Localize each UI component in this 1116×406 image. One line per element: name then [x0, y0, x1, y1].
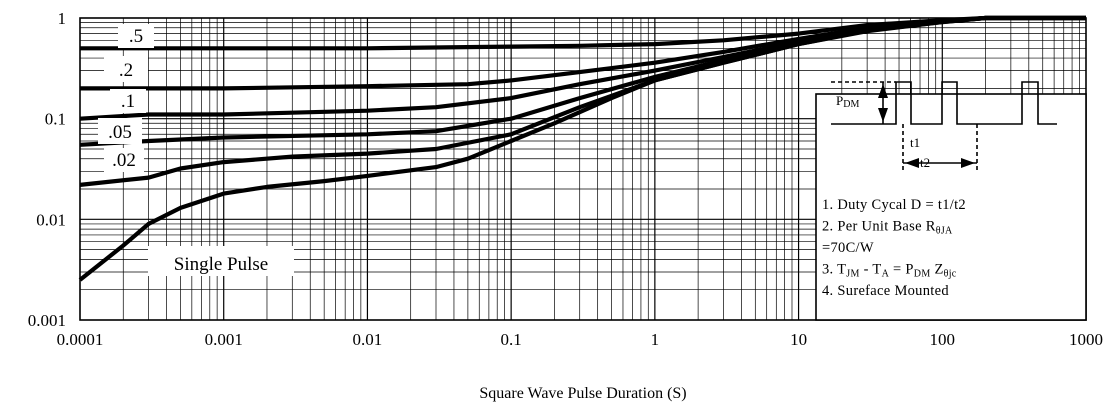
series-label-background [104, 148, 144, 172]
series-label: Single Pulse [174, 254, 268, 275]
inset-frame [815, 93, 1087, 321]
series-line [78, 15, 1086, 282]
pdm-label: PDM [836, 93, 859, 110]
series-label: .1 [121, 91, 135, 112]
series-label-background [110, 89, 146, 113]
x-tick-label: 100 [930, 330, 956, 349]
series-label: .05 [108, 122, 132, 143]
x-tick-label: 0.01 [353, 330, 383, 349]
t1-label: t1 [910, 135, 920, 150]
inset-note: 4. Sureface Mounted [822, 283, 949, 299]
x-tick-label: 0.0001 [57, 330, 104, 349]
inset-note: 1. Duty Cycal D = t1/t2 [822, 197, 966, 213]
y-tick-label: 1 [58, 9, 67, 28]
inset-box: PDM t1 t2 1. Duty Cycal D = t1/t2 2. Per … [815, 81, 1087, 321]
inset-note: =70C/W [822, 240, 874, 256]
series-label-background [104, 56, 148, 82]
series-label: .02 [112, 150, 136, 171]
series-label-background [118, 24, 154, 48]
t2-label: t2 [920, 155, 930, 170]
series-label-background [148, 246, 294, 276]
grid-lines [80, 18, 1086, 320]
inset-note: 3. TJM - TA = PDM Zθjc [822, 262, 957, 280]
y-tick-label: 0.1 [45, 110, 66, 129]
y-tick-label: 0.001 [28, 311, 66, 330]
series-label: .5 [129, 26, 143, 47]
y-tick-label: 0.01 [36, 210, 66, 229]
inset-note: 2. Per Unit Base RθJA [822, 219, 953, 237]
series-label-background [98, 118, 142, 144]
x-axis-label: Square Wave Pulse Duration (S) [479, 385, 686, 402]
x-tick-label: 10 [790, 330, 807, 349]
tick-labels: 0.0001 0.001 0.01 0.1 1 10 100 100010.10.010.00… [28, 9, 1103, 349]
series-labels: .5 .2 .1 .05 .02 Single Pulse [98, 24, 294, 276]
inset-notes: 1. Duty Cycal D = t1/t2 2. Per Unit Base … [822, 197, 966, 299]
t2-arrow-left-head [905, 158, 919, 168]
x-tick-label: 0.001 [205, 330, 243, 349]
pdm-arrow-up-head [878, 84, 888, 98]
series-line [80, 15, 1086, 91]
series-label: .2 [119, 60, 133, 81]
x-tick-label: 0.1 [501, 330, 522, 349]
pulse-waveform [831, 81, 1057, 125]
pdm-arrow-down-head [878, 108, 888, 122]
x-tick-label: 1 [651, 330, 660, 349]
curves [78, 15, 1086, 282]
t2-arrow-right-head [961, 158, 975, 168]
x-tick-label: 1000 [1069, 330, 1103, 349]
